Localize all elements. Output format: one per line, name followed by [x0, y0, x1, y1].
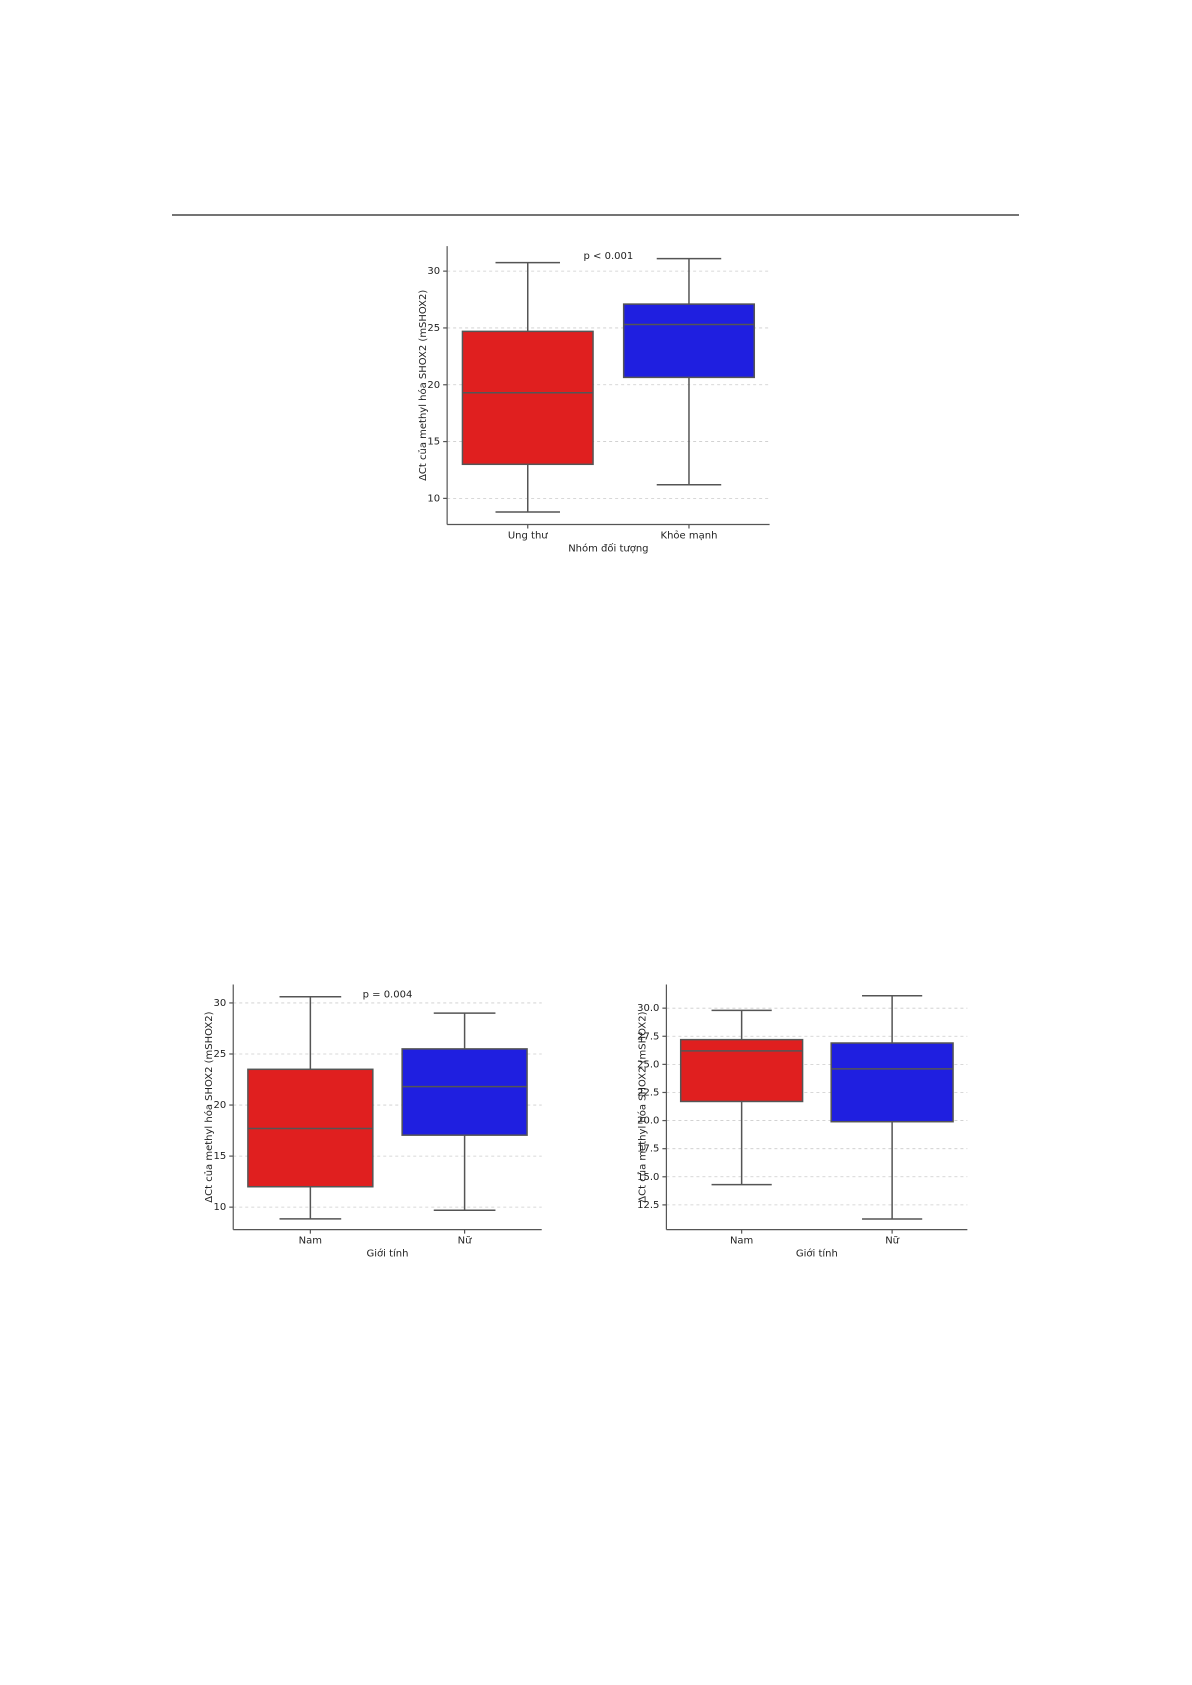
- y-tick-label: 30.0: [637, 1003, 659, 1014]
- y-tick-label: 20: [427, 380, 440, 391]
- y-tick-label: 15.0: [637, 1172, 659, 1183]
- box: [401, 1048, 528, 1136]
- x-tick-label: Nam: [730, 1236, 753, 1247]
- x-tick-label: Nữ: [458, 1236, 472, 1247]
- y-tick-label: 25: [427, 323, 440, 334]
- y-tick-label: 15: [214, 1151, 227, 1162]
- y-tick-label: 22.5: [637, 1087, 659, 1098]
- x-tick-label: Ung thư: [508, 531, 548, 542]
- x-axis-label: Giới tính: [796, 1248, 838, 1260]
- x-axis-label: Nhóm đối tượng: [568, 543, 648, 555]
- box: [461, 330, 594, 466]
- box: [679, 1038, 804, 1103]
- annotation: p < 0.001: [584, 251, 634, 262]
- y-axis-label: ΔCt của methyl hóa SHOX2 (mSHOX2): [203, 1011, 215, 1202]
- y-tick-label: 27.5: [637, 1031, 659, 1042]
- x-tick-label: Khỏe mạnh: [661, 530, 718, 542]
- y-tick-label: 15: [427, 437, 440, 448]
- box: [622, 303, 756, 379]
- x-tick-label: Nữ: [885, 1236, 899, 1247]
- y-tick-label: 25.0: [637, 1059, 659, 1070]
- y-axis-label: ΔCt của methyl hóa SHOX2 (mSHOX2): [636, 1011, 648, 1202]
- x-tick-label: Nam: [299, 1236, 322, 1247]
- y-tick-label: 17.5: [637, 1144, 659, 1155]
- y-tick-label: 20: [214, 1100, 227, 1111]
- y-tick-label: 12.5: [637, 1200, 659, 1211]
- box: [830, 1042, 954, 1123]
- y-tick-label: 25: [214, 1049, 227, 1060]
- y-axis-label: ΔCt của methyl hóa SHOX2 (mSHOX2): [417, 290, 429, 481]
- y-tick-label: 30: [427, 266, 440, 277]
- y-tick-label: 20.0: [637, 1116, 659, 1127]
- x-axis-label: Giới tính: [366, 1248, 408, 1260]
- annotation: p = 0.004: [363, 990, 413, 1001]
- y-tick-label: 10: [427, 493, 440, 504]
- y-tick-label: 30: [214, 998, 227, 1009]
- y-tick-label: 10: [214, 1202, 227, 1213]
